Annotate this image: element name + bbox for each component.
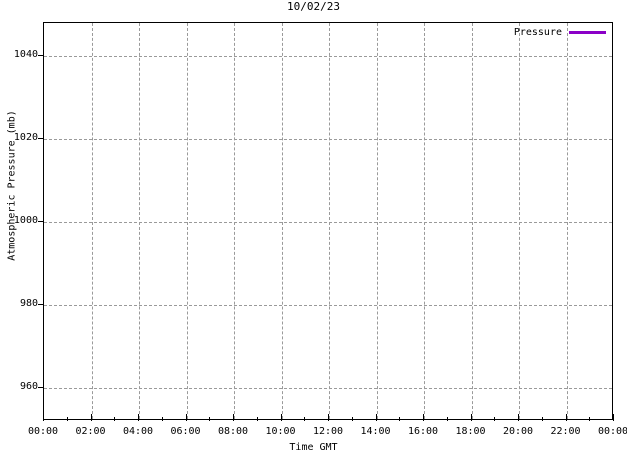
gridline-vertical bbox=[519, 23, 520, 419]
x-axis-tick-minor bbox=[209, 417, 211, 421]
x-axis-tick-label: 14:00 bbox=[360, 426, 391, 437]
x-axis-tick-major bbox=[185, 414, 187, 421]
x-axis-tick-label: 06:00 bbox=[170, 426, 201, 437]
x-axis-tick-label: 20:00 bbox=[502, 426, 534, 437]
legend: Pressure bbox=[514, 27, 606, 38]
legend-line-swatch-pressure bbox=[569, 31, 606, 34]
y-axis-tick bbox=[38, 55, 44, 57]
gridline-horizontal bbox=[44, 387, 612, 389]
y-axis-tick-label: 960 bbox=[19, 380, 38, 392]
gridline-vertical bbox=[471, 23, 473, 419]
x-axis-tick-minor bbox=[66, 417, 68, 421]
gridline-vertical bbox=[424, 23, 425, 419]
x-axis-tick-minor bbox=[589, 417, 591, 421]
y-axis-tick bbox=[38, 221, 44, 222]
x-axis-tick-minor bbox=[114, 417, 116, 421]
x-axis-tick-label: 22:00 bbox=[550, 426, 581, 437]
x-axis-tick-label: 04:00 bbox=[122, 426, 154, 437]
gridline-vertical bbox=[234, 23, 235, 419]
x-axis-tick-label: 00:00 bbox=[27, 426, 59, 437]
x-axis-tick-label: 00:00 bbox=[597, 426, 627, 437]
x-axis-tick-minor bbox=[541, 417, 543, 421]
y-axis-tick bbox=[38, 138, 44, 140]
x-axis-title: Time GMT bbox=[289, 442, 338, 453]
y-axis-tick-label: 1000 bbox=[13, 215, 38, 226]
x-axis-tick-major bbox=[328, 414, 329, 421]
x-axis-tick-major bbox=[43, 414, 44, 421]
x-axis-tick-label: 18:00 bbox=[455, 426, 486, 437]
y-axis-tick-label: 1020 bbox=[13, 132, 38, 144]
gridline-horizontal bbox=[44, 139, 612, 141]
x-axis-tick-minor bbox=[494, 417, 496, 421]
x-axis-tick-minor bbox=[351, 417, 353, 421]
x-axis-tick-label: 16:00 bbox=[407, 426, 439, 437]
x-axis-tick-major bbox=[613, 414, 614, 421]
x-axis-tick-minor bbox=[304, 417, 306, 421]
x-axis-tick-major bbox=[233, 414, 234, 421]
x-axis-tick-minor bbox=[446, 417, 448, 421]
plot-area: Pressure bbox=[43, 22, 613, 420]
gridline-horizontal bbox=[44, 56, 612, 58]
x-axis-tick-major bbox=[565, 414, 567, 421]
gridline-vertical bbox=[376, 23, 378, 419]
y-axis-tick-label: 980 bbox=[19, 297, 38, 309]
chart-title: 10/02/23 bbox=[287, 0, 340, 13]
y-axis-tick bbox=[38, 303, 44, 305]
y-axis-title: Atmospheric Pressure (mb) bbox=[6, 110, 18, 261]
gridline-vertical bbox=[281, 23, 283, 419]
gridline-horizontal bbox=[44, 222, 612, 223]
x-axis-tick-major bbox=[375, 414, 377, 421]
x-axis-tick-major bbox=[138, 414, 139, 421]
gridline-vertical bbox=[91, 23, 93, 419]
gridline-vertical bbox=[186, 23, 188, 419]
y-axis-tick-label: 1040 bbox=[13, 49, 38, 61]
x-axis-tick-major bbox=[280, 414, 282, 421]
x-axis-tick-major bbox=[423, 414, 424, 421]
x-axis-tick-label: 02:00 bbox=[75, 426, 106, 437]
gridline-vertical bbox=[139, 23, 140, 419]
y-axis-tick bbox=[38, 386, 44, 388]
x-axis-tick-minor bbox=[161, 417, 163, 421]
data-series-layer bbox=[44, 23, 612, 419]
gridline-horizontal bbox=[44, 304, 612, 306]
x-axis-tick-minor bbox=[399, 417, 401, 421]
x-axis-tick-label: 10:00 bbox=[265, 426, 296, 437]
legend-label-pressure: Pressure bbox=[513, 27, 562, 38]
gridline-vertical bbox=[566, 23, 568, 419]
x-axis-tick-major bbox=[470, 414, 472, 421]
x-axis-tick-major bbox=[90, 414, 92, 421]
x-axis-tick-minor bbox=[256, 417, 258, 421]
x-axis-tick-major bbox=[518, 414, 519, 421]
x-axis-tick-label: 08:00 bbox=[217, 426, 249, 437]
gridline-vertical bbox=[329, 23, 330, 419]
x-axis-tick-label: 12:00 bbox=[312, 426, 344, 437]
